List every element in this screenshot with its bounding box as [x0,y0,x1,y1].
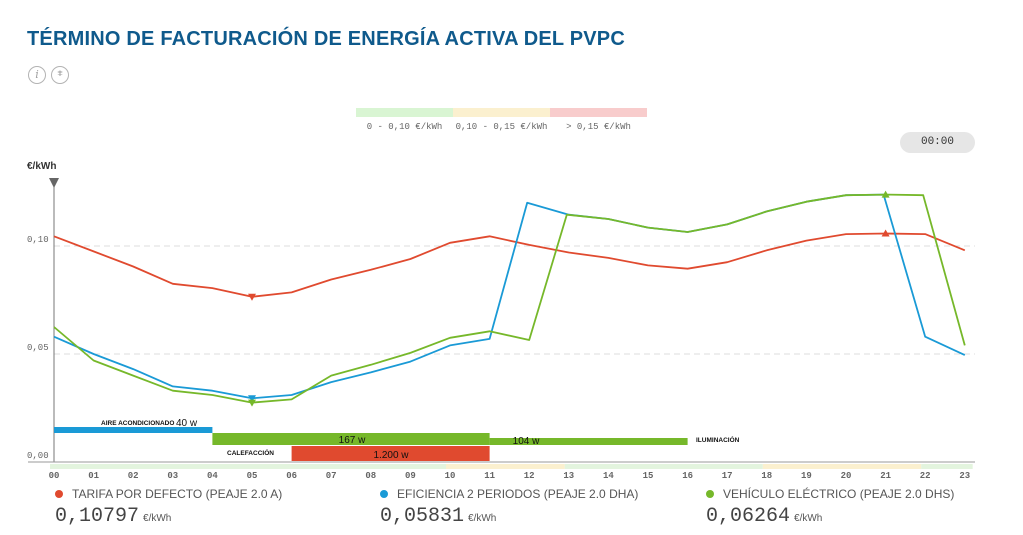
x-tick-label: 07 [326,471,337,481]
series-line-0 [53,232,966,298]
appliance-power-green: 167 w [339,435,366,446]
appliance-bar-calefaccion [291,446,490,461]
x-tick-label: 08 [365,471,376,481]
price-range-label: 0,10 - 0,15 €/kWh [456,122,548,132]
x-tick-label: 20 [841,471,852,481]
x-tick-label: 16 [682,471,693,481]
appliance-label-aire: AIRE ACONDICIONADO [101,420,174,427]
time-display: 00:00 [900,132,975,153]
x-tick-label: 01 [88,471,99,481]
period-band [446,464,565,469]
x-tick-label: 22 [920,471,931,481]
x-tick-label: 12 [524,471,535,481]
appliance-power-iluminacion: 104 w [513,436,540,447]
footer-unit: €/kWh [468,513,497,524]
x-tick-label: 00 [49,471,60,481]
x-tick-label: 14 [603,471,614,481]
price-range-swatch [453,108,550,117]
x-tick-label: 02 [128,471,139,481]
price-range-swatch [550,108,647,117]
series-marker [881,190,890,198]
price-range-label: 0 - 0,10 €/kWh [367,122,443,132]
x-tick-label: 18 [761,471,772,481]
series-color-dot [380,490,388,498]
x-tick-label: 19 [801,471,812,481]
x-tick-label: 13 [563,471,574,481]
footer-series-name: TARIFA POR DEFECTO (PEAJE 2.0 A) [72,487,283,501]
bar-chart-icon[interactable]: ⩨ [51,66,69,84]
appliance-bar-aire [54,427,213,433]
appliance-power-aire: 40 w [176,418,198,429]
page-title: TÉRMINO DE FACTURACIÓN DE ENERGÍA ACTIVA… [27,28,625,50]
x-tick-label: 04 [207,471,218,481]
x-tick-label: 06 [286,471,297,481]
appliance-bar-iluminacion [489,438,688,445]
series-marker [881,229,890,237]
info-icon[interactable]: i [28,66,46,84]
footer-series-value: 0,05831 [380,505,465,528]
period-band [50,464,446,469]
footer-item-dhs: VEHÍCULO ELÉCTRICO (PEAJE 2.0 DHS) 0,062… [706,487,954,528]
x-tick-label: 17 [722,471,733,481]
x-tick-label: 10 [445,471,456,481]
footer-unit: €/kWh [794,513,823,524]
footer-unit: €/kWh [143,513,172,524]
appliance-label-calefaccion: CALEFACCIÓN [227,448,274,457]
appliance-bar-green [212,433,490,445]
appliance-power-calefaccion: 1.200 w [373,450,409,461]
footer-series-value: 0,10797 [55,505,140,528]
period-band [921,464,973,469]
series-color-dot [55,490,63,498]
y-tick-label: 0,10 [27,235,49,245]
x-tick-label: 21 [880,471,891,481]
footer-item-default: TARIFA POR DEFECTO (PEAJE 2.0 A) 0,10797… [55,487,282,528]
y-tick-label: 0,05 [27,343,49,353]
price-range-swatch [356,108,453,117]
y-axis-arrow [49,178,59,188]
x-tick-label: 03 [167,471,178,481]
y-tick-label: 0,00 [27,451,49,461]
footer-series-value: 0,06264 [706,505,791,528]
footer-series-name: VEHÍCULO ELÉCTRICO (PEAJE 2.0 DHS) [723,487,955,501]
x-tick-label: 11 [484,471,495,481]
x-tick-label: 09 [405,471,416,481]
period-band [762,464,922,469]
y-axis-label: €/kWh [27,161,56,172]
appliance-label-iluminacion: ILUMINACIÓN [696,435,740,444]
series-color-dot [706,490,714,498]
price-range-label: > 0,15 €/kWh [566,122,631,132]
period-band [564,464,763,469]
series-marker [248,395,256,403]
footer-series-name: EFICIENCIA 2 PERIODOS (PEAJE 2.0 DHA) [397,487,639,501]
x-tick-label: 15 [643,471,654,481]
footer-item-dha: EFICIENCIA 2 PERIODOS (PEAJE 2.0 DHA) 0,… [380,487,638,528]
series-line-1 [53,193,966,400]
series-marker [248,399,256,407]
x-tick-label: 23 [959,471,970,481]
series-marker [248,293,256,301]
series-line-2 [53,193,966,404]
x-tick-label: 05 [247,471,258,481]
